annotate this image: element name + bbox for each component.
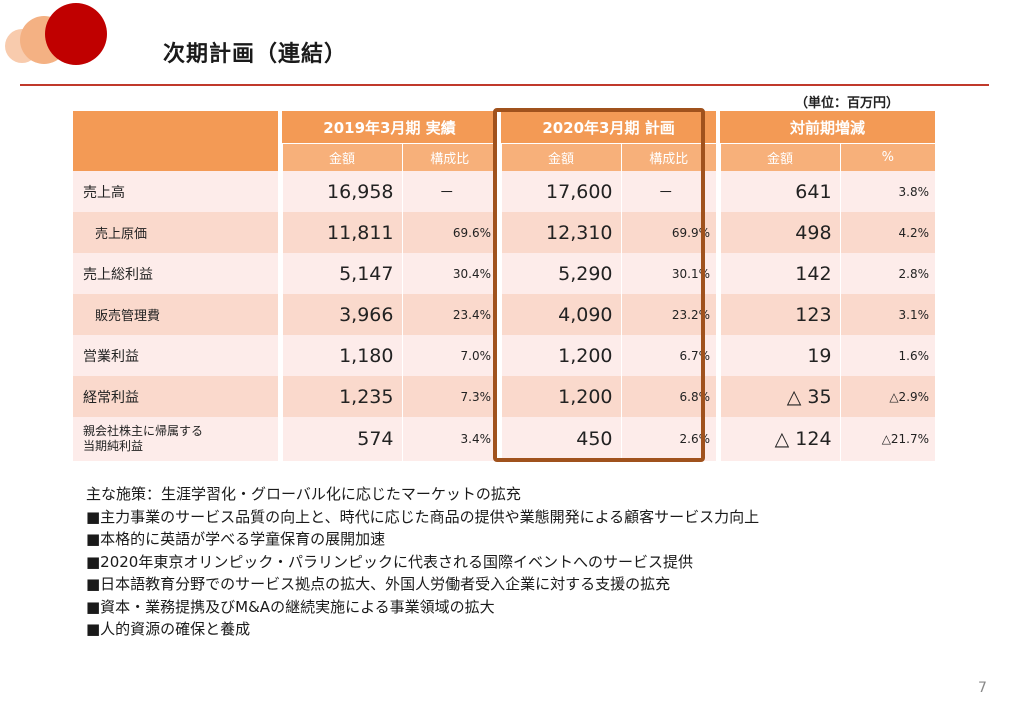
subheader-ratio: 構成比 [620, 143, 717, 171]
cell-percent: △2.9% [839, 376, 936, 417]
cell-percent: 3.8% [839, 171, 936, 212]
cell-amount: 1,235 [281, 376, 402, 417]
measure-item: ■本格的に英語が学べる学童保育の展開加速 [86, 530, 386, 548]
cell-amount: 450 [500, 417, 622, 461]
measure-item: ■人的資源の確保と養成 [86, 620, 251, 638]
cell-amount: 1,200 [500, 376, 622, 417]
cell-ratio: 69.6% [401, 212, 498, 253]
page-title: 次期計画（連結） [163, 42, 348, 67]
row-label: 親会社株主に帰属する 当期純利益 [73, 417, 278, 461]
cell-amount: 1,180 [281, 335, 402, 376]
cell-ratio: 7.0% [401, 335, 498, 376]
cell-ratio: 2.6% [620, 417, 717, 461]
measure-item: ■資本・業務提携及びM&Aの継続実施による事業領域の拡大 [86, 597, 495, 616]
cell-ratio: 3.4% [401, 417, 498, 461]
cell-amount: △ 35 [719, 376, 841, 417]
row-label-line: 親会社株主に帰属する [83, 424, 204, 438]
unit-label: （単位：百万円） [795, 96, 900, 111]
table-row: 売上原価 11,811 69.6% 12,310 69.9% 498 4.2% [73, 212, 936, 253]
cell-ratio: － [620, 171, 717, 212]
cell-ratio: 23.2% [620, 294, 717, 335]
cell-percent: 4.2% [839, 212, 936, 253]
header-corner [73, 111, 278, 144]
table-row: 売上高 16,958 － 17,600 － 641 3.8% [73, 171, 936, 212]
cell-amount: 123 [719, 294, 841, 335]
company-logo [5, 3, 107, 65]
cell-amount: 5,290 [500, 253, 622, 294]
cell-ratio: 30.4% [401, 253, 498, 294]
cell-ratio: 30.1% [620, 253, 717, 294]
cell-ratio: 23.4% [401, 294, 498, 335]
cell-amount: 574 [281, 417, 402, 461]
sub-header-row: 金額 構成比 金額 構成比 金額 % [73, 143, 936, 171]
subheader-amount: 金額 [281, 143, 402, 171]
group-header-fy2019: 2019年3月期 実績 [282, 111, 498, 144]
group-header-fy2020: 2020年3月期 計画 [501, 111, 717, 144]
row-label: 経常利益 [73, 376, 278, 417]
subheader-percent: % [839, 143, 936, 171]
table-row: 経常利益 1,235 7.3% 1,200 6.8% △ 35 △2.9% [73, 376, 936, 417]
cell-ratio: 6.7% [620, 335, 717, 376]
cell-amount: 142 [719, 253, 841, 294]
group-header-change: 対前期増減 [720, 111, 936, 144]
cell-amount: 17,600 [500, 171, 622, 212]
cell-ratio: － [401, 171, 498, 212]
cell-amount: △ 124 [719, 417, 841, 461]
cell-ratio: 69.9% [620, 212, 717, 253]
row-label-line: 当期純利益 [83, 439, 144, 453]
group-header-row: 2019年3月期 実績 2020年3月期 計画 対前期増減 [73, 111, 936, 144]
cell-amount: 498 [719, 212, 841, 253]
subheader-amount: 金額 [500, 143, 622, 171]
row-label: 販売管理費 [73, 294, 278, 335]
page-number: 7 [978, 680, 987, 696]
title-divider [20, 84, 989, 86]
table-row: 売上総利益 5,147 30.4% 5,290 30.1% 142 2.8% [73, 253, 936, 294]
table-row: 親会社株主に帰属する 当期純利益 574 3.4% 450 2.6% △ 124… [73, 417, 936, 461]
cell-ratio: 6.8% [620, 376, 717, 417]
measures-heading: 主な施策：生涯学習化・グローバル化に応じたマーケットの拡充 [86, 485, 521, 503]
key-measures: 主な施策：生涯学習化・グローバル化に応じたマーケットの拡充 ■主力事業のサービス… [86, 483, 759, 641]
row-label: 売上原価 [73, 212, 278, 253]
row-label: 営業利益 [73, 335, 278, 376]
subheader-amount: 金額 [719, 143, 841, 171]
row-label: 売上総利益 [73, 253, 278, 294]
cell-percent: 3.1% [839, 294, 936, 335]
subheader-ratio: 構成比 [401, 143, 498, 171]
financial-plan-table: 2019年3月期 実績 2020年3月期 計画 対前期増減 金額 構成比 金額 … [73, 111, 936, 461]
cell-percent: 1.6% [839, 335, 936, 376]
cell-amount: 641 [719, 171, 841, 212]
cell-amount: 1,200 [500, 335, 622, 376]
table-row: 営業利益 1,180 7.0% 1,200 6.7% 19 1.6% [73, 335, 936, 376]
cell-percent: 2.8% [839, 253, 936, 294]
cell-amount: 16,958 [281, 171, 402, 212]
measure-item: ■日本語教育分野でのサービス拠点の拡大、外国人労働者受入企業に対する支援の拡充 [86, 575, 671, 593]
measure-item: ■2020年東京オリンピック・パラリンピックに代表される国際イベントへのサービス… [86, 552, 694, 571]
cell-ratio: 7.3% [401, 376, 498, 417]
cell-amount: 3,966 [281, 294, 402, 335]
cell-amount: 5,147 [281, 253, 402, 294]
cell-amount: 11,811 [281, 212, 402, 253]
cell-amount: 4,090 [500, 294, 622, 335]
cell-amount: 19 [719, 335, 841, 376]
cell-amount: 12,310 [500, 212, 622, 253]
table-row: 販売管理費 3,966 23.4% 4,090 23.2% 123 3.1% [73, 294, 936, 335]
measure-item: ■主力事業のサービス品質の向上と、時代に応じた商品の提供や業態開発による顧客サー… [86, 507, 760, 526]
cell-percent: △21.7% [839, 417, 936, 461]
row-label: 売上高 [73, 171, 278, 212]
